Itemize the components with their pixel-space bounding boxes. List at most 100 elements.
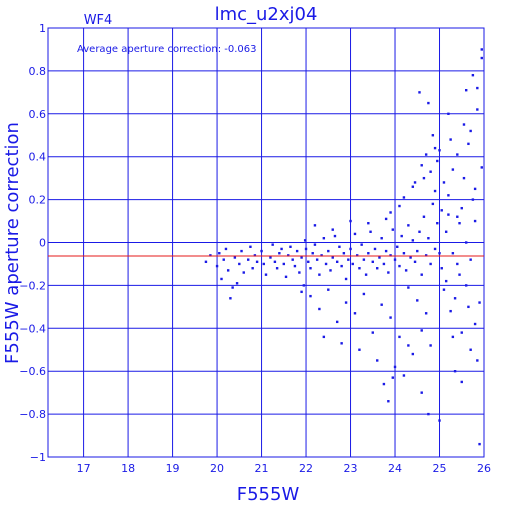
data-point [204,260,208,264]
data-point [442,288,446,291]
data-point [456,153,459,156]
plot-frame [47,27,485,458]
data-point [384,217,388,221]
data-point [378,256,381,259]
y-tick-label: 0.4 [29,151,47,164]
data-point [438,252,441,255]
data-point [418,230,421,233]
data-point [278,252,281,255]
data-point [371,260,374,264]
data-point [282,262,285,266]
data-point [424,254,428,257]
data-point [471,198,475,201]
data-point [255,260,259,264]
data-point [465,284,468,287]
data-point [242,271,245,274]
data-point [447,213,450,216]
y-tick-label: −0.6 [19,365,46,378]
data-point [220,277,223,281]
data-point [318,273,321,276]
data-point [402,196,406,199]
data-point [467,305,470,309]
data-point [313,243,317,246]
data-point [311,252,314,255]
data-point [362,292,366,296]
data-point [444,230,448,233]
data-point [440,267,443,270]
data-point [380,303,383,306]
data-point [420,164,423,167]
data-point [471,73,475,77]
data-point [465,241,468,244]
data-point [249,245,252,248]
data-point [360,243,363,246]
x-tick-label: 17 [77,462,91,475]
data-point [335,320,339,324]
panel-label: WF4 [84,13,113,28]
data-point [302,284,306,287]
data-point [269,256,272,259]
data-point [231,286,234,289]
x-tick-label: 23 [344,462,358,475]
data-point [411,239,415,242]
data-point [407,224,410,227]
data-point [418,91,421,94]
data-point [422,176,426,180]
y-tick-label: −0.2 [19,279,46,292]
data-point [429,262,432,266]
chart-title: lmc_u2xj04 [215,4,318,25]
y-axis-label: F555W aperture correction [2,122,23,364]
data-point [353,232,357,236]
data-point [462,123,466,126]
data-point [476,86,479,90]
data-point [476,359,479,362]
data-point [340,342,343,345]
data-point [407,286,410,289]
data-point [456,215,459,218]
data-point [280,247,283,251]
data-point [271,243,274,246]
data-point [429,170,432,173]
data-point [240,249,243,253]
data-point [469,258,472,261]
data-point [458,273,461,276]
data-point [411,352,415,356]
data-point [427,237,430,240]
data-point [320,254,323,257]
y-tick-label: −0.4 [19,322,46,335]
y-tick-label: 0 [39,237,46,250]
data-point [411,185,415,188]
data-point [376,267,379,270]
data-point [473,219,477,223]
x-tick-label: 24 [388,462,402,475]
data-point [315,258,319,261]
data-point [465,89,468,92]
data-point [340,264,343,268]
data-point [342,252,346,255]
x-tick-label: 20 [210,462,224,475]
data-point [462,176,466,180]
data-point [451,252,455,255]
data-point [447,194,450,197]
data-point [222,258,225,261]
data-point [431,134,435,137]
data-point [449,138,452,141]
data-point [480,48,483,51]
data-point [451,168,455,171]
data-point [291,258,294,261]
data-point [295,249,299,253]
data-point [344,301,348,304]
data-point [393,258,397,261]
data-point [353,312,357,315]
data-point [275,267,279,270]
data-point [404,269,408,272]
data-point [293,264,297,268]
data-point [402,374,406,377]
data-point [391,376,394,379]
y-tick-label: 1 [39,22,46,35]
data-point [420,329,423,332]
data-point [356,254,359,257]
data-point [382,262,386,266]
data-point [444,279,448,283]
